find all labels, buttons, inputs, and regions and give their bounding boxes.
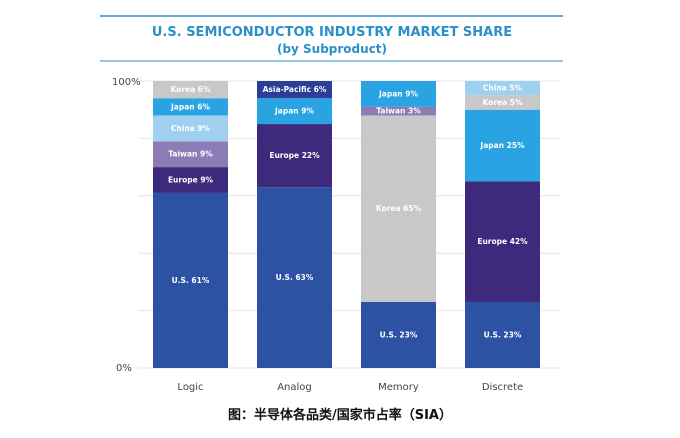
bar-segment-analog-japan xyxy=(257,98,332,125)
data-label: China 5% xyxy=(483,84,523,93)
x-tick-label: Discrete xyxy=(482,382,523,393)
data-label: U.S. 61% xyxy=(172,276,210,285)
data-label: Korea 5% xyxy=(482,98,523,107)
bar-segment-memory-u-s- xyxy=(361,301,436,368)
x-tick-label: Logic xyxy=(177,382,203,393)
bar-segment-logic-taiwan xyxy=(153,141,228,168)
bar-segment-logic-europe xyxy=(153,167,228,193)
y-tick-label-bottom: 0% xyxy=(116,363,132,374)
bar-segment-discrete-korea xyxy=(465,95,540,110)
data-label: Europe 22% xyxy=(269,151,320,160)
bar-segment-memory-japan xyxy=(361,81,436,107)
data-label: U.S. 63% xyxy=(276,273,314,282)
bar-segment-discrete-china xyxy=(465,81,540,96)
data-label: Korea 65% xyxy=(376,204,422,213)
bar-logic: U.S. 61% Europe 9% Taiwan 9% China 9% Japan … xyxy=(153,81,228,368)
data-label: Korea 6% xyxy=(170,85,211,94)
data-label: U.S. 23% xyxy=(484,330,522,339)
data-label: Japan 25% xyxy=(479,141,525,150)
bar-segment-analog-europe xyxy=(257,124,332,188)
bar-analog: U.S. 63% Europe 22% Japan 9% Asia-Pacific 6… xyxy=(257,81,332,368)
figure-caption: 图：半导体各品类/国家市占率（SIA） xyxy=(227,408,452,423)
bar-discrete: U.S. 23% Europe 42% Japan 25% Korea 5% China… xyxy=(465,81,540,368)
bars-layer: U.S. 61% Europe 9% Taiwan 9% China 9% Japan … xyxy=(153,81,540,368)
data-label: U.S. 23% xyxy=(380,330,418,339)
x-tick-label: Memory xyxy=(378,382,419,393)
data-label: China 9% xyxy=(171,124,211,133)
bar-memory: U.S. 23% Korea 65% Taiwan 3% Japan 9% xyxy=(361,81,436,368)
bar-segment-memory-taiwan xyxy=(361,106,436,116)
data-label: Asia-Pacific 6% xyxy=(263,85,327,94)
bar-segment-discrete-europe xyxy=(465,181,540,302)
bar-segment-logic-japan xyxy=(153,98,228,116)
y-tick-label-top: 100% xyxy=(112,77,141,88)
data-label: Japan 9% xyxy=(274,107,314,116)
chart-title: U.S. SEMICONDUCTOR INDUSTRY MARKET SHARE xyxy=(152,25,512,40)
data-label: Europe 42% xyxy=(477,237,528,246)
data-label: Taiwan 3% xyxy=(376,107,421,116)
data-label: Japan 9% xyxy=(378,89,418,98)
bar-segment-logic-u-s- xyxy=(153,192,228,368)
bar-segment-memory-korea xyxy=(361,115,436,302)
bar-segment-discrete-japan xyxy=(465,109,540,182)
bar-segment-logic-china xyxy=(153,115,228,142)
x-tick-labels: Logic Analog Memory Discrete xyxy=(177,382,523,393)
bar-segment-logic-korea xyxy=(153,81,228,99)
bar-segment-analog-u-s- xyxy=(257,187,332,368)
data-label: Japan 6% xyxy=(170,102,210,111)
chart-subtitle: (by Subproduct) xyxy=(277,42,387,56)
bar-segment-analog-asia-pacific xyxy=(257,81,332,99)
data-label: Europe 9% xyxy=(168,176,214,185)
x-tick-label: Analog xyxy=(277,382,312,393)
bar-segment-discrete-u-s- xyxy=(465,301,540,368)
data-label: Taiwan 9% xyxy=(168,150,213,159)
